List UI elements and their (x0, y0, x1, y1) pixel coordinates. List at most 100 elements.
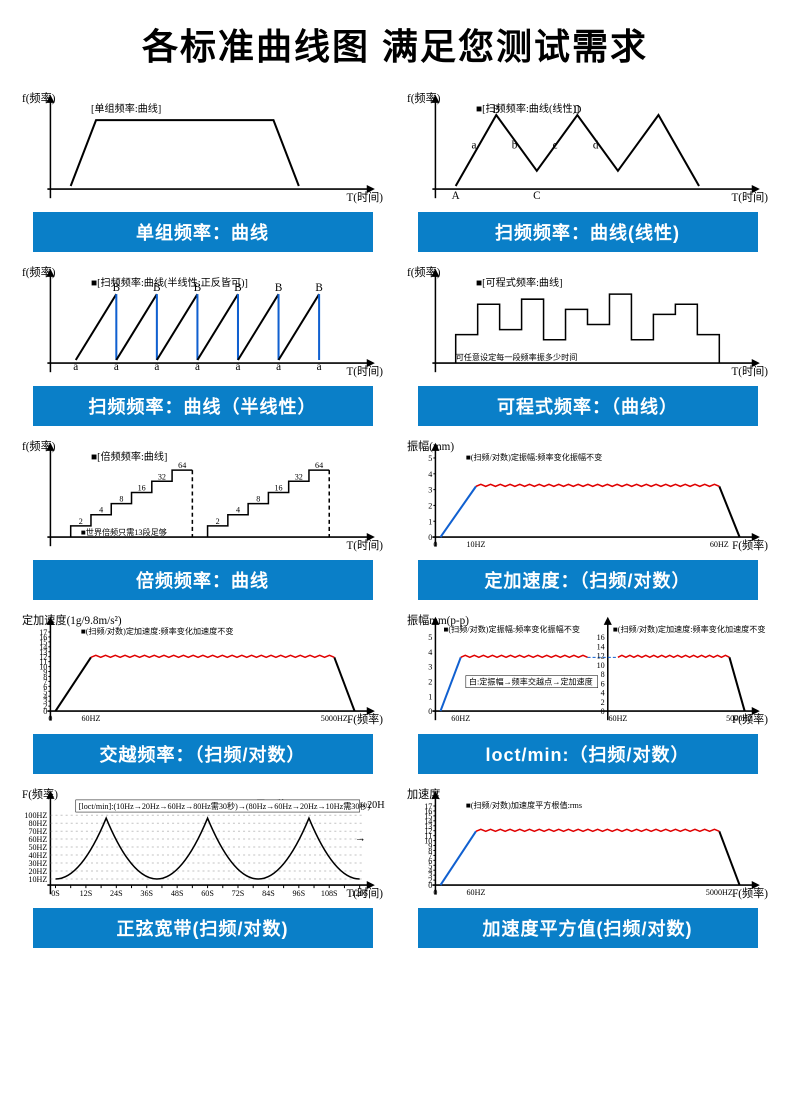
svg-text:4: 4 (236, 506, 240, 515)
svg-text:0S: 0S (51, 889, 60, 898)
chart-box: f(频率) T(时间) [单组频率:曲线] (20, 88, 385, 208)
chart-box: F(频率)T(时间)[loct/min]:(10Hz→20Hz→60Hz→80H… (20, 784, 385, 904)
chart-box: f(频率)T(时间)■[扫频频率:曲线(线性)]BDACabcd (405, 88, 770, 208)
svg-text:B: B (234, 282, 241, 294)
svg-text:f(频率): f(频率) (22, 91, 56, 105)
svg-text:2: 2 (601, 698, 605, 707)
svg-text:[单组频率:曲线]: [单组频率:曲线] (91, 102, 161, 115)
chart-caption: 定加速度：（扫频/对数） (418, 560, 758, 600)
svg-text:60HZ: 60HZ (28, 835, 47, 844)
svg-text:D: D (573, 104, 581, 116)
svg-text:B: B (315, 282, 322, 294)
svg-text:F(频率): F(频率) (22, 787, 58, 801)
chart-box: f(频率)T(时间)■[倍频频率:曲线]248163264248163264■世… (20, 436, 385, 556)
svg-text:24S: 24S (110, 889, 123, 898)
svg-text:32: 32 (295, 472, 303, 481)
svg-text:a: a (236, 361, 241, 373)
svg-text:60HZ: 60HZ (710, 540, 729, 549)
svg-text:白:定振幅→频率交越点→定加速度: 白:定振幅→频率交越点→定加速度 (469, 677, 593, 687)
svg-text:a: a (276, 361, 281, 373)
page-title: 各标准曲线图 满足您测试需求 (10, 18, 780, 70)
chart-box: f(频率)T(时间)■[扫频频率:曲线(半线性:正反皆可)]BaBaBaBaBa… (20, 262, 385, 382)
svg-text:14: 14 (597, 642, 605, 651)
chart-cell: f(频率)T(时间)■[扫频频率:曲线(线性)]BDACabcd扫频频率：曲线(… (405, 88, 770, 252)
svg-text:2: 2 (79, 517, 83, 526)
svg-text:8: 8 (601, 670, 605, 679)
page-header: 各标准曲线图 满足您测试需求 (0, 0, 790, 78)
svg-text:60HZ: 60HZ (608, 714, 627, 723)
svg-text:2: 2 (428, 501, 432, 510)
svg-text:可任意设定每一段频率振多少时间: 可任意设定每一段频率振多少时间 (456, 352, 578, 362)
svg-text:1: 1 (428, 517, 432, 526)
svg-text:定加速度(1g/9.8m/s²): 定加速度(1g/9.8m/s²) (22, 613, 122, 627)
chart-box: 振幅mm(p-p)F(频率)■(扫频/对数)定振幅:频率变化振幅不变■(扫频/对… (405, 610, 770, 730)
svg-text:40HZ: 40HZ (28, 851, 47, 860)
chart-cell: 振幅(mm)F(频率)012345010HZ60HZ■(扫频/对数)定振幅:频率… (405, 436, 770, 600)
svg-text:B: B (275, 282, 282, 294)
svg-text:d: d (593, 140, 599, 152)
svg-text:B: B (153, 282, 160, 294)
chart-caption: 交越频率：（扫频/对数） (33, 734, 373, 774)
chart-caption: 扫频频率：曲线（半线性） (33, 386, 373, 426)
svg-text:0: 0 (433, 888, 437, 897)
svg-text:加速度: 加速度 (407, 787, 440, 801)
chart-cell: 定加速度(1g/9.8m/s²)F(频率)0234567891011121314… (20, 610, 385, 774)
svg-text:64: 64 (178, 461, 186, 470)
chart-cell: 加速度F(频率)0234567891011121314151617060HZ50… (405, 784, 770, 948)
chart-box: 定加速度(1g/9.8m/s²)F(频率)0234567891011121314… (20, 610, 385, 730)
svg-text:6: 6 (601, 679, 605, 688)
svg-text:96S: 96S (293, 889, 306, 898)
svg-text:■世界倍频只需13段足够: ■世界倍频只需13段足够 (81, 527, 167, 537)
svg-text:f(频率): f(频率) (22, 439, 56, 453)
svg-text:12: 12 (597, 652, 605, 661)
svg-text:a: a (114, 361, 119, 373)
svg-text:2: 2 (428, 677, 432, 686)
svg-text:10HZ: 10HZ (467, 540, 486, 549)
svg-text:T(时间): T(时间) (731, 191, 768, 204)
svg-text:16: 16 (274, 483, 282, 492)
svg-text:60HZ: 60HZ (467, 888, 486, 897)
chart-box: 加速度F(频率)0234567891011121314151617060HZ50… (405, 784, 770, 904)
svg-text:72S: 72S (232, 889, 245, 898)
svg-text:■[扫频频率:曲线(线性)]: ■[扫频频率:曲线(线性)] (476, 102, 579, 115)
svg-text:5000HZ: 5000HZ (706, 888, 733, 897)
chart-caption: 可程式频率：（曲线） (418, 386, 758, 426)
svg-text:f(频率): f(频率) (407, 91, 441, 105)
svg-text:F(频率): F(频率) (732, 538, 768, 552)
svg-text:100HZ: 100HZ (24, 811, 47, 820)
svg-text:C: C (533, 190, 540, 202)
svg-text:[loct/min]:(10Hz→20Hz→60Hz→80H: [loct/min]:(10Hz→20Hz→60Hz→80Hz需30秒)→(80… (79, 801, 371, 811)
svg-text:120S: 120S (351, 889, 368, 898)
chart-caption: 扫频频率：曲线(线性) (418, 212, 758, 252)
svg-text:30HZ: 30HZ (28, 859, 47, 868)
svg-text:2: 2 (216, 517, 220, 526)
svg-text:0: 0 (433, 540, 437, 549)
chart-caption: 加速度平方值(扫频/对数) (418, 908, 758, 948)
svg-text:8: 8 (256, 495, 260, 504)
svg-text:B: B (194, 282, 201, 294)
chart-cell: F(频率)T(时间)[loct/min]:(10Hz→20Hz→60Hz→80H… (20, 784, 385, 948)
chart-caption: 单组频率：曲线 (33, 212, 373, 252)
svg-text:5000HZ: 5000HZ (726, 714, 753, 723)
svg-text:4: 4 (428, 648, 432, 657)
chart-grid: f(频率) T(时间) [单组频率:曲线] 单组频率：曲线 f(频率) T(时间) ■[扫频… (0, 78, 790, 958)
svg-text:36S: 36S (140, 889, 153, 898)
svg-text:20HZ: 20HZ (28, 867, 47, 876)
svg-text:60S: 60S (201, 889, 214, 898)
svg-text:A: A (452, 190, 460, 202)
svg-text:b: b (512, 140, 518, 152)
svg-text:0: 0 (428, 533, 432, 542)
svg-text:32: 32 (158, 472, 166, 481)
svg-text:c: c (553, 140, 558, 152)
svg-text:T(时间): T(时间) (346, 539, 383, 552)
chart-cell: f(频率)T(时间)■[倍频频率:曲线]248163264248163264■世… (20, 436, 385, 600)
svg-text:a: a (73, 361, 78, 373)
svg-text:5: 5 (428, 633, 432, 642)
svg-text:3: 3 (428, 663, 432, 672)
svg-text:0: 0 (48, 714, 52, 723)
svg-text:84S: 84S (262, 889, 275, 898)
svg-text:4: 4 (99, 506, 103, 515)
svg-text:■(扫频/对数)定振幅:频率变化振幅不变: ■(扫频/对数)定振幅:频率变化振幅不变 (466, 452, 602, 462)
chart-cell: f(频率) T(时间) [单组频率:曲线] 单组频率：曲线 (20, 88, 385, 252)
svg-text:T(时间): T(时间) (346, 191, 383, 204)
